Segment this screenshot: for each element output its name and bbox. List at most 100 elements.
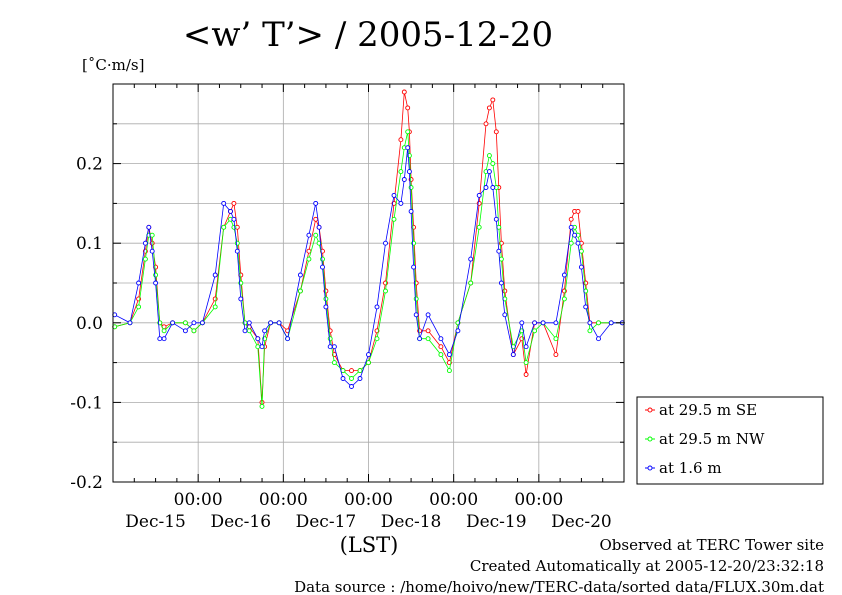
data-point: [486, 169, 492, 175]
data-point: [161, 336, 167, 342]
x-tick-time-label: 00:00: [174, 490, 223, 510]
data-point: [149, 248, 155, 254]
legend-marker: [647, 465, 653, 471]
legend-box: [636, 396, 824, 485]
data-point: [493, 129, 499, 135]
data-point: [523, 344, 529, 350]
data-point: [246, 320, 252, 326]
data-point: [323, 304, 329, 310]
data-point: [398, 137, 404, 143]
data-point: [212, 304, 218, 310]
data-point: [398, 200, 404, 206]
data-point: [468, 280, 474, 286]
data-point: [327, 344, 333, 350]
data-point: [405, 105, 411, 111]
data-point: [476, 224, 482, 230]
data-point: [149, 232, 155, 238]
data-point: [583, 304, 589, 310]
data-point: [553, 336, 559, 342]
data-point: [568, 240, 574, 246]
data-point: [276, 320, 282, 326]
data-point: [212, 272, 218, 278]
data-point: [568, 216, 574, 222]
data-point: [486, 153, 492, 159]
data-point: [438, 344, 444, 350]
data-point: [306, 256, 312, 262]
data-point: [136, 280, 142, 286]
data-point: [575, 240, 581, 246]
x-axis-label: (LST): [340, 533, 399, 557]
y-axis-ticks: 0.2 0.1 0.0 -0.1 -0.2: [70, 83, 624, 493]
data-point: [483, 121, 489, 127]
x-tick-time-label: 00:00: [344, 490, 393, 510]
data-point: [608, 320, 614, 326]
data-point: [391, 192, 397, 198]
data-point: [142, 256, 148, 262]
data-point: [231, 200, 237, 206]
data-point: [578, 248, 584, 254]
data-point: [199, 320, 205, 326]
data-point: [406, 169, 412, 175]
data-point: [320, 264, 325, 270]
data-point: [408, 208, 414, 214]
data-point: [476, 192, 482, 198]
footer-created: Created Automatically at 2005-12-20/23:3…: [470, 557, 824, 575]
data-point: [306, 248, 312, 254]
legend: at 29.5 m SE at 29.5 m NW at 1.6 m: [636, 396, 824, 485]
x-tick-day-label: Dec-20: [551, 512, 612, 532]
series-3: [112, 145, 625, 389]
data-point: [405, 129, 411, 135]
data-point: [170, 320, 176, 326]
data-point: [413, 312, 419, 318]
data-point: [502, 288, 508, 294]
data-point: [316, 224, 322, 230]
data-point: [323, 296, 329, 302]
data-point: [553, 352, 559, 358]
data-point: [349, 376, 354, 381]
data-point: [238, 296, 244, 302]
y-tick-label: -0.1: [70, 393, 103, 413]
data-point: [297, 288, 303, 294]
data-point: [297, 272, 303, 278]
data-point: [532, 328, 538, 334]
y-tick-label: 0.1: [76, 234, 103, 254]
data-point: [398, 169, 404, 175]
data-point: [553, 320, 559, 326]
data-point: [349, 384, 354, 389]
data-point: [313, 216, 319, 222]
data-point: [425, 336, 431, 342]
data-point: [127, 320, 133, 326]
data-point: [411, 264, 417, 270]
data-point: [502, 312, 508, 318]
data-point: [561, 272, 567, 278]
data-point: [587, 320, 593, 326]
data-point: [438, 336, 444, 342]
data-point: [498, 280, 504, 286]
legend-marker: [647, 407, 653, 413]
grid-lines: [113, 84, 624, 482]
legend-marker: [647, 436, 653, 442]
data-point: [262, 328, 268, 334]
data-point: [493, 216, 499, 222]
data-point: [425, 328, 431, 334]
data-point: [413, 296, 419, 302]
data-point: [313, 232, 319, 238]
data-point: [405, 145, 411, 151]
data-point: [540, 320, 546, 326]
data-point: [161, 328, 167, 334]
data-point: [490, 97, 496, 103]
data-point: [425, 312, 431, 318]
y-tick-label: -0.2: [70, 473, 103, 493]
data-point: [417, 336, 423, 342]
data-point: [572, 232, 578, 238]
data-point: [374, 336, 380, 342]
data-point: [221, 200, 227, 206]
data-point: [191, 328, 197, 334]
data-point: [246, 328, 252, 334]
data-point: [242, 328, 248, 334]
data-point: [568, 224, 574, 230]
data-point: [383, 288, 388, 294]
data-point: [349, 368, 354, 374]
